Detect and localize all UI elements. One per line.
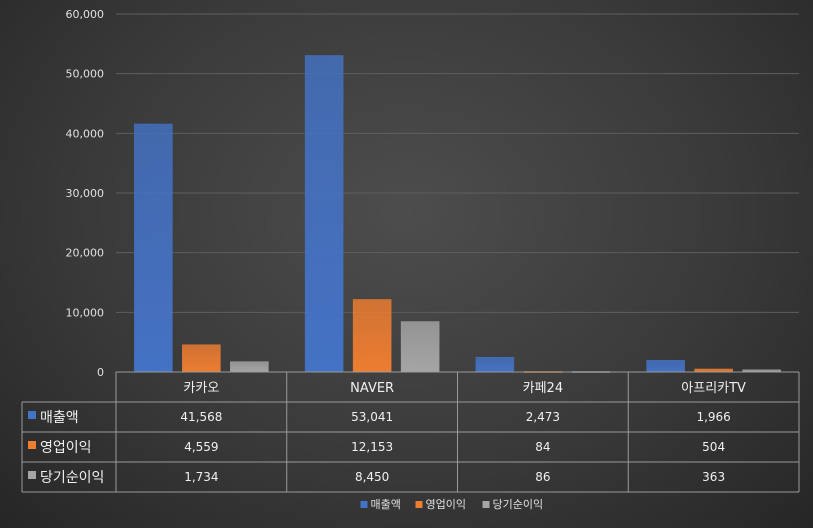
y-tick-label: 40,000 [66,127,105,140]
table-row-label: 매출액 [40,410,79,426]
table-cell-value: 12,153 [351,440,393,454]
y-tick-label: 20,000 [66,247,105,260]
table-cell-value: 84 [535,440,550,454]
bar-영업이익 [352,299,392,373]
table-row-label: 당기순이익 [40,470,104,486]
y-tick-label: 10,000 [66,306,105,319]
legend-label: 영업이익 [426,498,466,511]
x-category-label: NAVER [350,381,394,396]
table-cell-value: 1,734 [184,470,218,484]
table-cell-value: 53,041 [351,410,393,424]
table-legend-key [28,411,36,419]
bar-매출액 [304,55,344,373]
table-cell-value: 86 [535,470,550,484]
data-table: 카카오 NAVER 카페24 아프리카TV 매출액 41,568 53,041 2,473 1,… [21,371,800,493]
legend-label: 매출액 [371,498,401,511]
legend-swatch [360,501,368,508]
table-legend-key [28,441,36,449]
x-category-label: 카카오 [183,381,219,396]
bar-매출액 [646,360,685,373]
table-legend-key [28,471,36,479]
y-tick-label: 50,000 [66,68,105,81]
bar-매출액 [475,356,515,373]
legend-label: 당기순이익 [493,498,544,511]
table-cell-value: 363 [702,470,725,484]
table-cell-value: 1,966 [696,410,730,424]
gridlines [116,13,799,313]
table-cell-value: 2,473 [526,410,560,424]
legend: 매출액 영업이익 당기순이익 [360,498,544,511]
legend-swatch [415,501,423,508]
y-tick-label: 60,000 [66,8,105,21]
y-tick-label: 0 [97,366,104,379]
y-axis-ticks: 0 10,000 20,000 30,000 40,000 50,000 60,000 [66,8,105,379]
table-cell-value: 41,568 [180,410,222,424]
x-category-label: 카페24 [523,381,563,396]
bar-매출액 [134,123,173,373]
legend-swatch [482,501,490,508]
table-cell-value: 4,559 [184,440,218,454]
table-cell-value: 8,450 [355,470,389,484]
bars [134,55,781,373]
bar-당기순이익 [400,321,440,373]
y-tick-label: 30,000 [66,187,105,200]
x-category-label: 아프리카TV [681,381,746,396]
bar-당기순이익 [230,361,269,373]
bar-영업이익 [182,344,221,373]
table-row-label: 영업이익 [40,440,92,456]
table-cell-value: 504 [702,440,725,454]
